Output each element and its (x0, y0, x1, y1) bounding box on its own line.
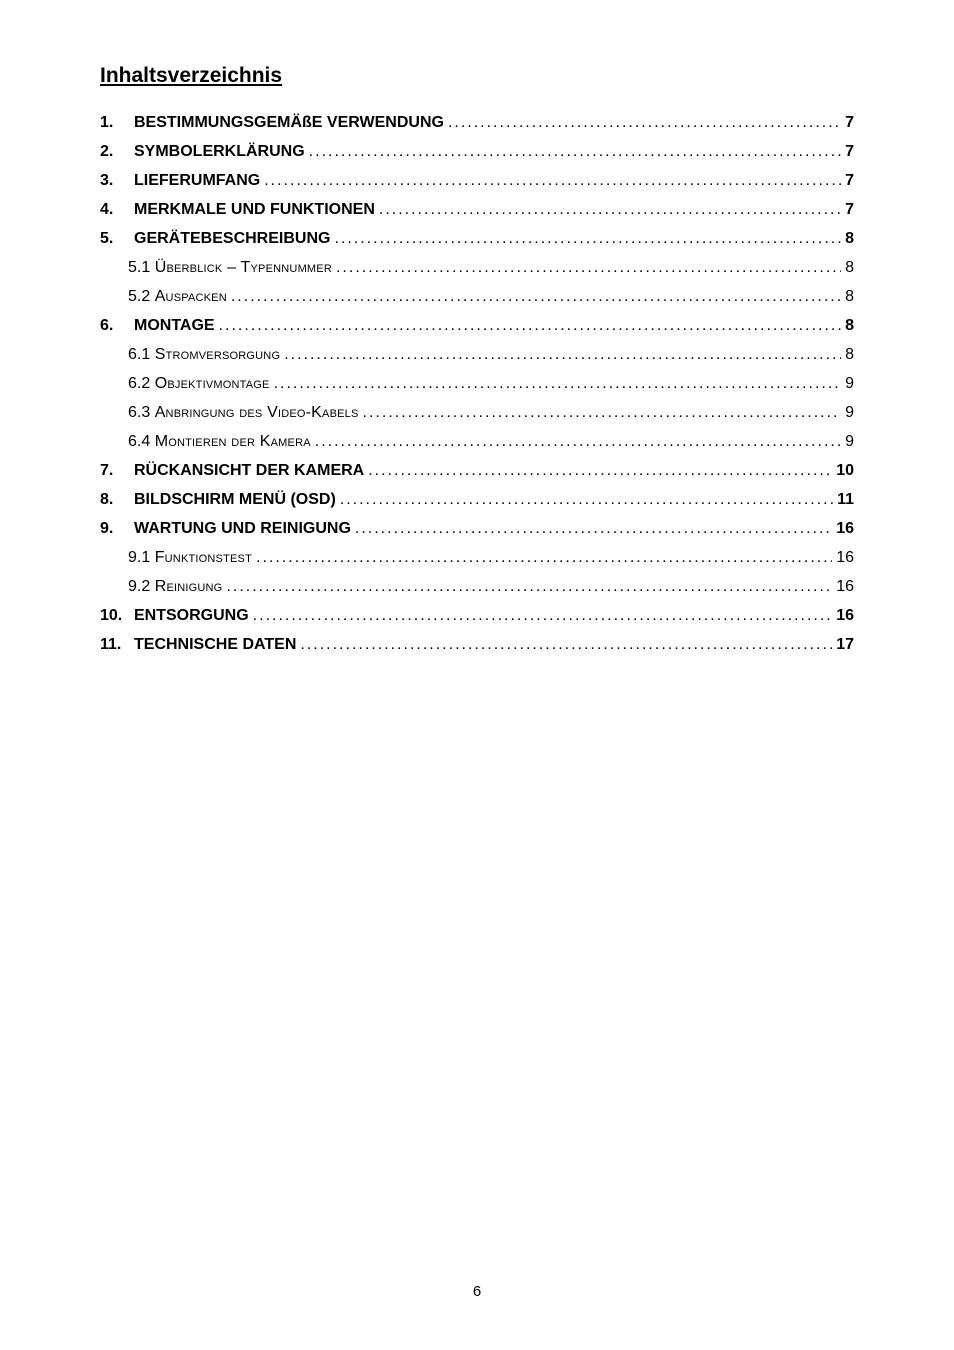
toc-entry: 6.1 Stromversorgung 8 (100, 346, 854, 364)
toc-entry: 4.MERKMALE UND FUNKTIONEN 7 (100, 201, 854, 219)
toc-entry-number: 6. (100, 317, 134, 335)
toc-entry: 5.2 Auspacken 8 (100, 288, 854, 306)
toc-entry-number: 2. (100, 143, 134, 161)
toc-entry-page: 8 (845, 346, 854, 364)
toc-entry: 6.4 Montieren der Kamera 9 (100, 433, 854, 451)
toc-leader-dots (231, 288, 841, 306)
toc-leader-dots (355, 520, 832, 538)
toc-entry-label: SYMBOLERKLÄRUNG (134, 143, 305, 161)
toc-entry: 2.SYMBOLERKLÄRUNG 7 (100, 143, 854, 161)
document-page: Inhaltsverzeichnis 1.BESTIMMUNGSGEMÄßE V… (0, 0, 954, 1350)
toc-entry-page: 17 (836, 636, 854, 654)
toc-entry-page: 8 (845, 259, 854, 277)
toc-entry: 10.ENTSORGUNG 16 (100, 607, 854, 625)
toc-entry-label: 6.1 Stromversorgung (128, 346, 280, 364)
toc-heading: Inhaltsverzeichnis (100, 64, 854, 88)
table-of-contents: 1.BESTIMMUNGSGEMÄßE VERWENDUNG72.SYMBOLE… (100, 114, 854, 654)
toc-entry-label: BILDSCHIRM MENÜ (OSD) (134, 491, 336, 509)
toc-entry-page: 8 (845, 317, 854, 335)
toc-entry-label: 6.4 Montieren der Kamera (128, 433, 311, 451)
toc-entry: 6.MONTAGE 8 (100, 317, 854, 335)
toc-entry-number: 4. (100, 201, 134, 219)
toc-entry-label: BESTIMMUNGSGEMÄßE VERWENDUNG (134, 114, 444, 132)
toc-entry: 6.2 Objektivmontage 9 (100, 375, 854, 393)
toc-entry: 3.LIEFERUMFANG 7 (100, 172, 854, 190)
toc-entry-page: 16 (836, 549, 854, 567)
toc-entry-label: 9.2 Reinigung (128, 578, 222, 596)
toc-entry-page: 16 (836, 520, 854, 538)
toc-entry-number: 11. (100, 636, 134, 654)
toc-leader-dots (368, 462, 832, 480)
toc-leader-dots (340, 491, 833, 509)
toc-entry-page: 7 (845, 114, 854, 132)
toc-entry-page: 9 (845, 404, 854, 422)
toc-entry-page: 11 (837, 491, 854, 509)
toc-entry-label: ENTSORGUNG (134, 607, 249, 625)
toc-entry: 11.TECHNISCHE DATEN 17 (100, 636, 854, 654)
toc-leader-dots (336, 259, 841, 277)
toc-leader-dots (274, 375, 842, 393)
toc-entry: 7.RÜCKANSICHT DER KAMERA 10 (100, 462, 854, 480)
toc-entry: 9.1 Funktionstest 16 (100, 549, 854, 567)
toc-entry-page: 8 (845, 288, 854, 306)
toc-leader-dots (219, 317, 842, 335)
toc-entry-page: 16 (836, 607, 854, 625)
toc-leader-dots (264, 172, 841, 190)
toc-leader-dots (284, 346, 841, 364)
toc-entry: 1.BESTIMMUNGSGEMÄßE VERWENDUNG 7 (100, 114, 854, 132)
toc-entry-label: GERÄTEBESCHREIBUNG (134, 230, 330, 248)
toc-entry-page: 7 (845, 143, 854, 161)
toc-entry-label: MONTAGE (134, 317, 215, 335)
toc-entry-number: 7. (100, 462, 134, 480)
toc-entry-page: 7 (845, 201, 854, 219)
toc-entry: 9.WARTUNG UND REINIGUNG 16 (100, 520, 854, 538)
toc-entry: 5.1 Überblick – Typennummer 8 (100, 259, 854, 277)
toc-leader-dots (363, 404, 842, 422)
toc-leader-dots (379, 201, 841, 219)
toc-entry-label: MERKMALE UND FUNKTIONEN (134, 201, 375, 219)
toc-entry-label: 6.2 Objektivmontage (128, 375, 270, 393)
toc-leader-dots (256, 549, 832, 567)
toc-leader-dots (334, 230, 841, 248)
toc-entry-page: 9 (845, 433, 854, 451)
toc-entry-number: 3. (100, 172, 134, 190)
toc-entry-label: 6.3 Anbringung des Video-Kabels (128, 404, 359, 422)
toc-leader-dots (309, 143, 841, 161)
toc-entry-label: TECHNISCHE DATEN (134, 636, 296, 654)
toc-leader-dots (300, 636, 832, 654)
toc-entry: 8.BILDSCHIRM MENÜ (OSD) 11 (100, 491, 854, 509)
toc-entry: 6.3 Anbringung des Video-Kabels 9 (100, 404, 854, 422)
toc-entry: 9.2 Reinigung 16 (100, 578, 854, 596)
toc-entry-page: 10 (836, 462, 854, 480)
page-number: 6 (0, 1283, 954, 1300)
toc-entry-label: WARTUNG UND REINIGUNG (134, 520, 351, 538)
toc-entry-page: 8 (845, 230, 854, 248)
toc-entry-page: 9 (845, 375, 854, 393)
toc-leader-dots (448, 114, 841, 132)
toc-entry-number: 1. (100, 114, 134, 132)
toc-entry-number: 10. (100, 607, 134, 625)
toc-entry-number: 9. (100, 520, 134, 538)
toc-entry-number: 8. (100, 491, 134, 509)
toc-entry-label: 5.1 Überblick – Typennummer (128, 259, 332, 277)
toc-entry-label: 5.2 Auspacken (128, 288, 227, 306)
toc-entry: 5.GERÄTEBESCHREIBUNG 8 (100, 230, 854, 248)
toc-entry-label: RÜCKANSICHT DER KAMERA (134, 462, 364, 480)
toc-leader-dots (226, 578, 832, 596)
toc-entry-page: 16 (836, 578, 854, 596)
toc-leader-dots (253, 607, 833, 625)
toc-entry-page: 7 (845, 172, 854, 190)
toc-entry-number: 5. (100, 230, 134, 248)
toc-entry-label: LIEFERUMFANG (134, 172, 260, 190)
toc-entry-label: 9.1 Funktionstest (128, 549, 252, 567)
toc-leader-dots (315, 433, 841, 451)
